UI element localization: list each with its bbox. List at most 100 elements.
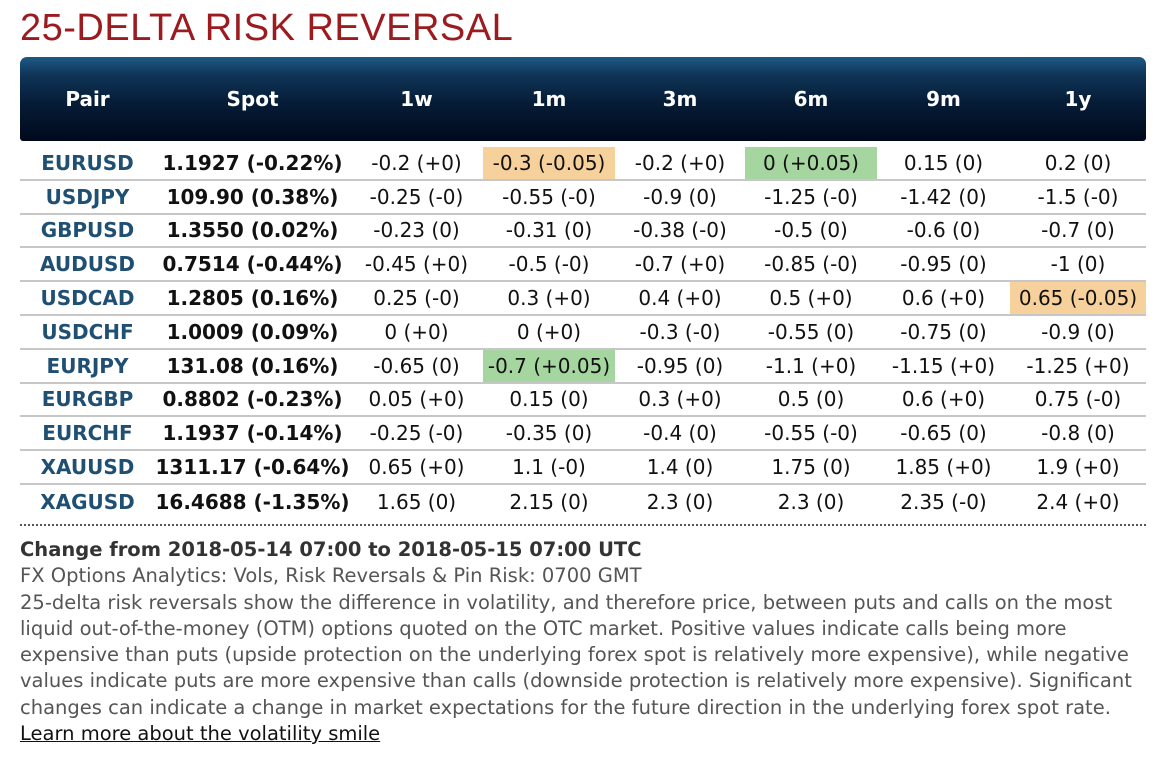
value-cell-9m: -1.15 (+0) (891, 353, 996, 378)
value-cell-1w: 0 (+0) (384, 319, 449, 344)
value-cell-3m: -0.3 (-0) (639, 319, 721, 344)
spot-cell: 1311.17 (-0.64%) (155, 455, 350, 480)
pair-cell[interactable]: XAUUSD (40, 455, 135, 480)
description-text: 25-delta risk reversals show the differe… (20, 590, 1150, 748)
value-cell-1y: -0.9 (0) (1041, 319, 1115, 344)
table-row: USDJPY 109.90 (0.38%) -0.25 (-0) -0.55 (-0)… (20, 181, 1146, 215)
source-text: FX Options Analytics: Vols, Risk Reversa… (20, 564, 642, 588)
column-header-pair[interactable]: Pair (65, 87, 110, 111)
table-row: GBPUSD 1.3550 (0.02%) -0.23 (0) -0.31 (0) -0… (20, 215, 1146, 249)
value-cell-9m: -0.75 (0) (900, 319, 987, 344)
table-row: EURGBP 0.8802 (-0.23%) 0.05 (+0) 0.15 (0) 0.… (20, 384, 1146, 418)
pair-cell[interactable]: USDCAD (40, 286, 135, 311)
value-cell-6m: 2.3 (0) (777, 489, 845, 514)
value-cell-9m: -0.65 (0) (900, 421, 987, 446)
value-cell-1y: 2.4 (+0) (1036, 489, 1120, 514)
value-cell-1m: 0 (+0) (516, 319, 582, 344)
pair-cell[interactable]: XAGUSD (40, 489, 135, 514)
value-cell-1y: 0.65 (-0.05) (1010, 282, 1146, 314)
value-cell-6m: -0.55 (-0) (764, 421, 858, 446)
value-cell-6m: -0.5 (0) (774, 218, 848, 243)
pair-cell[interactable]: EURCHF (42, 421, 133, 446)
table-row: XAUUSD 1311.17 (-0.64%) 0.65 (+0) 1.1 (-0) 1… (20, 451, 1146, 485)
value-cell-6m: -1.1 (+0) (765, 353, 857, 378)
value-cell-1w: -0.45 (+0) (364, 252, 469, 277)
column-header-6m[interactable]: 6m (793, 87, 829, 111)
spot-cell: 0.8802 (-0.23%) (162, 387, 343, 412)
value-cell-9m: -1.42 (0) (900, 184, 987, 209)
risk-reversal-table: Pair Spot 1w 1m 3m 6m 9m 1y EURUSD 1.1927… (20, 57, 1146, 519)
value-cell-6m: 1.75 (0) (771, 455, 851, 480)
pair-cell[interactable]: USDJPY (45, 184, 130, 209)
table-row: USDCAD 1.2805 (0.16%) 0.25 (-0) 0.3 (+0) 0.4… (20, 282, 1146, 316)
spot-cell: 16.4688 (-1.35%) (155, 489, 350, 514)
value-cell-1w: -0.65 (0) (373, 353, 460, 378)
value-cell-1w: 0.05 (+0) (368, 387, 465, 412)
value-cell-1y: -0.7 (0) (1041, 218, 1115, 243)
value-cell-6m: 0 (+0.05) (745, 147, 877, 179)
column-header-spot[interactable]: Spot (226, 87, 279, 111)
value-cell-1m: -0.5 (-0) (508, 252, 590, 277)
table-row: XAGUSD 16.4688 (-1.35%) 1.65 (0) 2.15 (0) 2.… (20, 485, 1146, 519)
value-cell-3m: -0.9 (0) (643, 184, 717, 209)
pair-cell[interactable]: EURUSD (41, 150, 134, 175)
notes-section: Change from 2018-05-14 07:00 to 2018-05-… (20, 537, 1150, 747)
value-cell-1y: -0.8 (0) (1041, 421, 1115, 446)
value-cell-1m: 0.3 (+0) (507, 286, 591, 311)
pair-cell[interactable]: EURJPY (46, 353, 129, 378)
value-cell-9m: 0.6 (+0) (901, 387, 986, 412)
pair-cell[interactable]: GBPUSD (40, 218, 135, 243)
spot-cell: 1.1937 (-0.14%) (162, 421, 343, 446)
value-cell-1m: -0.31 (0) (505, 218, 593, 243)
value-cell-6m: -0.85 (-0) (764, 252, 858, 277)
pair-cell[interactable]: USDCHF (41, 319, 134, 344)
column-header-1w[interactable]: 1w (400, 87, 433, 111)
description-body: 25-delta risk reversals show the differe… (20, 590, 1132, 719)
table-row: EURUSD 1.1927 (-0.22%) -0.2 (+0) -0.3 (-0.0… (20, 147, 1146, 181)
column-header-3m[interactable]: 3m (662, 87, 698, 111)
spot-cell: 1.2805 (0.16%) (166, 286, 339, 311)
value-cell-9m: 0.6 (+0) (901, 286, 986, 311)
value-cell-9m: 0.15 (0) (903, 150, 984, 175)
value-cell-1m: 2.15 (0) (509, 489, 589, 514)
table-header: Pair Spot 1w 1m 3m 6m 9m 1y (20, 57, 1146, 141)
value-cell-9m: -0.6 (0) (906, 218, 981, 243)
change-period-text: Change from 2018-05-14 07:00 to 2018-05-… (20, 538, 642, 561)
value-cell-3m: -0.2 (+0) (634, 150, 726, 175)
value-cell-1y: 0.75 (-0) (1034, 387, 1122, 412)
value-cell-9m: 2.35 (-0) (900, 489, 987, 514)
page-title: 25-DELTA RISK REVERSAL (20, 7, 514, 49)
spot-cell: 0.7514 (-0.44%) (162, 252, 343, 277)
table-row: AUDUSD 0.7514 (-0.44%) -0.45 (+0) -0.5 (-0)… (20, 248, 1146, 283)
table-body: EURUSD 1.1927 (-0.22%) -0.2 (+0) -0.3 (-0.0… (20, 147, 1146, 519)
value-cell-3m: -0.7 (+0) (634, 252, 726, 277)
table-row: USDCHF 1.0009 (0.09%) 0 (+0) 0 (+0) -0.3 (-0… (20, 316, 1146, 350)
value-cell-1m: -0.55 (-0) (502, 184, 596, 209)
value-cell-1w: 1.65 (0) (376, 489, 457, 514)
value-cell-1w: -0.25 (-0) (369, 421, 464, 446)
spot-cell: 109.90 (0.38%) (166, 184, 339, 209)
pair-cell[interactable]: AUDUSD (40, 252, 135, 277)
value-cell-3m: -0.4 (0) (643, 421, 717, 446)
value-cell-1y: -1.25 (+0) (1026, 353, 1130, 378)
value-cell-3m: -0.38 (-0) (633, 218, 727, 243)
volatility-smile-link[interactable]: Learn more about the volatility smile (20, 722, 381, 746)
value-cell-3m: -0.95 (0) (636, 353, 724, 378)
value-cell-1y: 1.9 (+0) (1036, 455, 1120, 480)
spot-cell: 1.3550 (0.02%) (166, 218, 339, 243)
spot-cell: 1.1927 (-0.22%) (162, 150, 343, 175)
value-cell-6m: -1.25 (-0) (764, 184, 858, 209)
column-header-9m[interactable]: 9m (926, 87, 961, 111)
value-cell-6m: 0.5 (+0) (769, 286, 853, 311)
pair-cell[interactable]: EURGBP (41, 387, 134, 412)
value-cell-1m: -0.35 (0) (505, 421, 593, 446)
value-cell-9m: -0.95 (0) (900, 252, 987, 277)
column-header-1y[interactable]: 1y (1064, 87, 1092, 111)
value-cell-3m: 0.4 (+0) (638, 286, 722, 311)
value-cell-6m: 0.5 (0) (777, 387, 845, 412)
table-row: EURCHF 1.1937 (-0.14%) -0.25 (-0) -0.35 (0)… (20, 417, 1146, 452)
column-header-1m[interactable]: 1m (531, 87, 567, 111)
value-cell-1y: -1.5 (-0) (1037, 184, 1119, 209)
dotted-divider (20, 524, 1146, 526)
value-cell-1m: -0.3 (-0.05) (483, 147, 615, 179)
